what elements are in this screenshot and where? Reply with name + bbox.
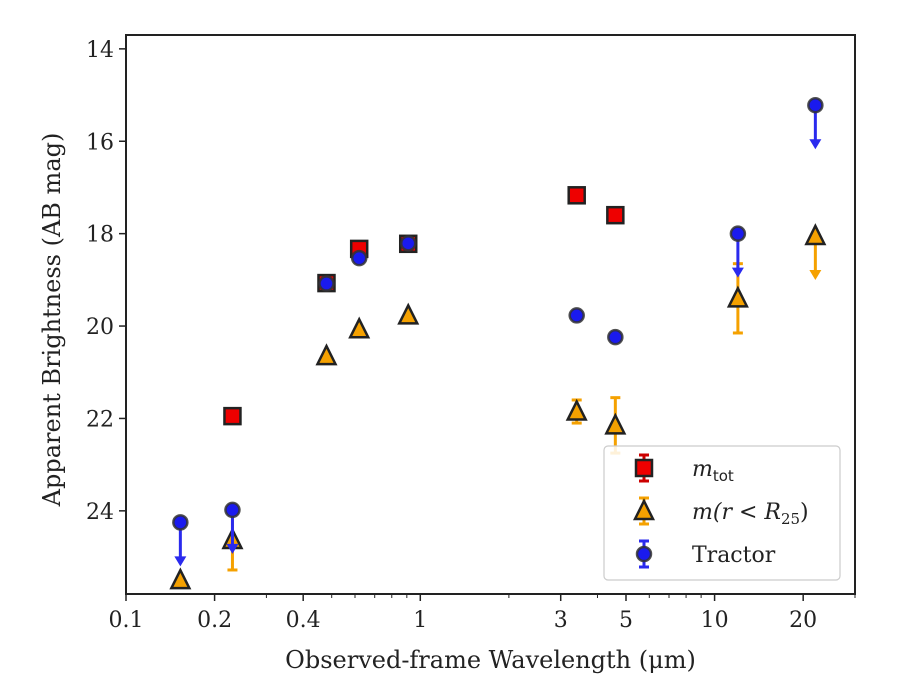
marker-circle (729, 225, 747, 242)
marker-square (606, 205, 625, 225)
marker-square (223, 406, 242, 426)
x-tick-label: 0.1 (109, 608, 144, 633)
data-marks (169, 96, 827, 590)
data-point (350, 249, 368, 267)
x-axis-title: Observed-frame Wavelength (μm) (285, 646, 696, 674)
legend-label: m(r < R25) (692, 500, 809, 528)
legend-item-m_tot: mtot (634, 453, 734, 485)
legend-item-m_r25: m(r < R25) (632, 496, 809, 528)
marker-triangle (726, 285, 749, 308)
marker-triangle (315, 343, 338, 366)
data-point (606, 205, 625, 225)
legend-marker-triangle (632, 498, 656, 521)
data-point (568, 307, 585, 324)
data-point (807, 96, 824, 150)
y-tick-label: 24 (86, 500, 114, 525)
upper-limit-arrowhead (731, 267, 744, 278)
legend-item-tractor: Tractor (635, 539, 776, 569)
marker-triangle (348, 316, 371, 339)
x-tick-label: 3 (554, 608, 568, 633)
x-tick-label: 5 (619, 608, 633, 633)
data-point (565, 398, 588, 425)
legend-marker-square (634, 458, 654, 478)
data-point (172, 514, 189, 567)
marker-circle (172, 514, 189, 531)
data-point (729, 225, 747, 278)
x-tick-label: 10 (701, 608, 729, 633)
data-point (604, 396, 627, 455)
x-tick-label: 20 (789, 608, 817, 633)
data-point (318, 275, 335, 292)
x-tick-label: 0.4 (286, 608, 321, 633)
marker-circle (807, 96, 824, 114)
upper-limit-arrowhead (809, 269, 822, 280)
marker-circle (224, 501, 241, 519)
marker-square (567, 186, 586, 205)
data-point (804, 223, 827, 280)
y-tick-label: 22 (86, 407, 114, 432)
y-axis-title: Apparent Brightness (AB mag) (38, 133, 66, 508)
series-circle (172, 96, 824, 567)
y-tick-label: 16 (86, 130, 114, 155)
legend-box (603, 445, 841, 581)
upper-limit-arrowhead (226, 543, 239, 554)
marker-circle (399, 235, 417, 252)
marker-triangle (397, 302, 420, 325)
legend-label: Tractor (692, 543, 776, 568)
marker-circle (350, 249, 368, 267)
legend-marker-circle (635, 545, 653, 563)
marker-circle (568, 307, 585, 324)
legend-label: mtot (692, 457, 734, 485)
plot-frame (125, 34, 856, 595)
data-point (399, 235, 417, 252)
y-tick-label: 14 (86, 38, 114, 63)
upper-limit-arrowhead (174, 556, 187, 567)
marker-triangle (804, 223, 827, 246)
data-point (567, 186, 586, 205)
y-tick-label: 20 (86, 315, 114, 340)
data-point (607, 328, 624, 346)
data-point (397, 302, 420, 325)
data-point (348, 316, 371, 339)
marker-circle (318, 275, 335, 292)
upper-limit-arrowhead (809, 139, 822, 150)
data-point (224, 501, 241, 554)
data-point (315, 343, 338, 366)
series-square (223, 186, 625, 426)
axis-ticks: 0.1 0.2 0.4 1 3 5 10 20 14 16 18 20 22 24 (86, 38, 856, 633)
marker-triangle (604, 412, 627, 435)
y-tick-label: 18 (86, 223, 114, 248)
marker-circle (607, 328, 624, 346)
x-tick-label: 1 (413, 608, 427, 633)
marker-triangle (565, 398, 588, 421)
data-point (223, 406, 242, 426)
marker-triangle (169, 567, 192, 590)
data-point (169, 567, 192, 590)
legend: mtot m(r < R25) Tractor (603, 445, 841, 581)
x-tick-label: 0.2 (197, 608, 232, 633)
